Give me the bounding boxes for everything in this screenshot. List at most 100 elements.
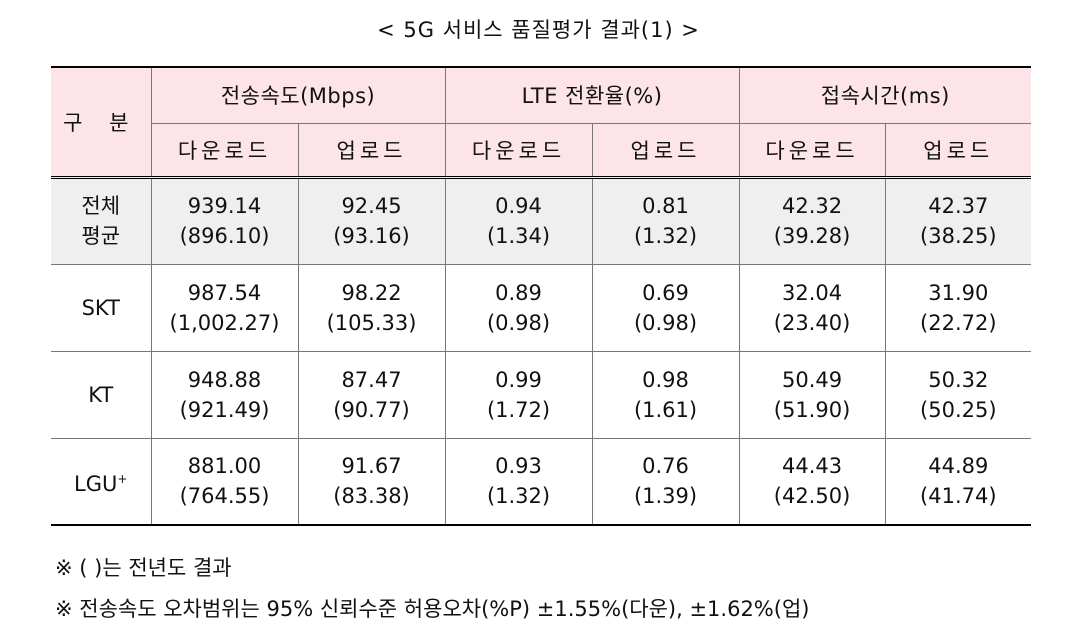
data-cell: 0.76 (1.39) <box>591 437 740 526</box>
average-cell: 0.81 (1.32) <box>591 176 740 265</box>
current-value: 0.94 <box>495 194 542 218</box>
previous-value: (0.98) <box>633 310 698 335</box>
average-label-line2: 평균 <box>81 224 121 248</box>
header-connection-time: 접속시간(ms) <box>738 66 1032 124</box>
previous-value: (1.72) <box>486 397 551 422</box>
current-value: 87.47 <box>341 367 402 392</box>
average-label-line1: 전체 <box>81 194 121 218</box>
header-group-row: 구 분 전송속도(Mbps) LTE 전환율(%) 접속시간(ms) <box>51 66 1032 179</box>
previous-value: (42.50) <box>773 484 851 509</box>
subheader-cell: 다운로드 <box>444 122 593 179</box>
data-cell: 44.89 (41.74) <box>884 437 1032 526</box>
average-cell: 92.45 (93.16) <box>297 176 446 265</box>
data-cell: 87.47 (90.77) <box>297 350 446 439</box>
quality-results-table: 구 분 전송속도(Mbps) LTE 전환율(%) 접속시간(ms) 다운로드 … <box>51 66 1032 526</box>
current-value: 0.89 <box>495 280 542 305</box>
previous-value: (22.72) <box>920 310 997 335</box>
data-cell: 0.69 (0.98) <box>591 263 740 352</box>
data-cell: 0.89 (0.98) <box>444 263 593 352</box>
previous-value: (0.98) <box>486 310 551 335</box>
previous-value: (764.55) <box>179 484 270 509</box>
header-lte-switch-rate: LTE 전환율(%) <box>444 66 740 124</box>
carrier-row-skt: SKT 987.54 (1,002.27) 98.22 (105.33) 0.89 (… <box>51 263 1032 352</box>
previous-value: (39.28) <box>773 224 851 248</box>
carrier-superscript: + <box>117 471 128 486</box>
data-cell: 50.32 (50.25) <box>884 350 1032 439</box>
previous-value: (51.90) <box>773 397 851 422</box>
data-cell: 0.99 (1.72) <box>444 350 593 439</box>
previous-value: (1.61) <box>633 397 698 422</box>
current-value: 0.99 <box>495 367 542 392</box>
carrier-label: LGU+ <box>51 437 152 526</box>
current-value: 50.49 <box>781 367 843 392</box>
data-cell: 91.67 (83.38) <box>297 437 446 526</box>
current-value: 44.43 <box>781 454 843 479</box>
current-value: 987.54 <box>187 280 262 305</box>
current-value: 31.90 <box>928 280 989 305</box>
current-value: 44.89 <box>928 454 989 479</box>
current-value: 32.04 <box>781 280 843 305</box>
previous-value: (38.25) <box>920 224 997 248</box>
previous-value: (93.16) <box>333 224 410 248</box>
previous-value: (83.38) <box>333 484 410 509</box>
current-value: 0.69 <box>642 280 689 305</box>
current-value: 42.32 <box>781 194 843 218</box>
current-value: 98.22 <box>341 280 402 305</box>
carrier-label: SKT <box>51 263 152 352</box>
carrier-label: KT <box>51 350 152 439</box>
previous-value: (921.49) <box>179 397 270 422</box>
subheader-cell: 다운로드 <box>151 122 299 179</box>
average-cell: 42.32 (39.28) <box>738 176 886 265</box>
carrier-row-lgu: LGU+ 881.00 (764.55) 91.67 (83.38) 0.93 (1.… <box>51 437 1032 526</box>
header-sub-row: 다운로드 업로드 다운로드 업로드 다운로드 업로드 <box>51 122 1032 179</box>
footnote-previous-year: ※ ( )는 전년도 결과 <box>55 556 232 580</box>
data-cell: 0.93 (1.32) <box>444 437 593 526</box>
previous-value: (50.25) <box>920 397 997 422</box>
subheader-cell: 업로드 <box>591 122 740 179</box>
current-value: 42.37 <box>928 194 989 218</box>
data-cell: 50.49 (51.90) <box>738 350 886 439</box>
average-cell: 939.14 (896.10) <box>150 176 299 265</box>
page-title: < 5G 서비스 품질평가 결과(1) > <box>377 18 700 42</box>
data-cell: 44.43 (42.50) <box>738 437 886 526</box>
data-cell: 948.88 (921.49) <box>150 350 299 439</box>
data-cell: 32.04 (23.40) <box>738 263 886 352</box>
footnote-error-margin: ※ 전송속도 오차범위는 95% 신뢰수준 허용오차(%P) ±1.55%(다운… <box>55 597 810 621</box>
subheader-cell: 업로드 <box>297 122 446 179</box>
average-cell: 0.94 (1.34) <box>444 176 593 265</box>
row-label-average: 전체 평균 <box>51 176 152 265</box>
previous-value: (896.10) <box>179 224 270 248</box>
corner-header: 구 분 <box>51 66 152 179</box>
previous-value: (23.40) <box>773 310 851 335</box>
previous-value: (1.39) <box>633 484 698 509</box>
current-value: 0.98 <box>642 367 689 392</box>
header-transfer-speed: 전송속도(Mbps) <box>150 66 446 124</box>
data-cell: 0.98 (1.61) <box>591 350 740 439</box>
current-value: 0.93 <box>495 454 542 479</box>
current-value: 881.00 <box>187 454 262 479</box>
current-value: 50.32 <box>928 367 989 392</box>
average-row: 전체 평균 939.14 (896.10) 92.45 (93.16) 0.94 (1… <box>51 176 1032 265</box>
carrier-row-kt: KT 948.88 (921.49) 87.47 (90.77) 0.99 (1.72… <box>51 350 1032 439</box>
current-value: 939.14 <box>187 194 262 218</box>
current-value: 948.88 <box>187 367 262 392</box>
current-value: 0.81 <box>642 194 689 218</box>
previous-value: (41.74) <box>920 484 997 509</box>
previous-value: (105.33) <box>326 310 417 335</box>
subheader-cell: 업로드 <box>884 122 1032 179</box>
previous-value: (1.34) <box>486 224 551 248</box>
subheader-cell: 다운로드 <box>738 122 886 179</box>
current-value: 0.76 <box>642 454 689 479</box>
previous-value: (1,002.27) <box>169 310 280 335</box>
carrier-name: LGU <box>74 471 118 496</box>
average-cell: 42.37 (38.25) <box>884 176 1032 265</box>
data-cell: 31.90 (22.72) <box>884 263 1032 352</box>
previous-value: (1.32) <box>486 484 551 509</box>
current-value: 92.45 <box>341 194 402 218</box>
previous-value: (90.77) <box>333 397 410 422</box>
data-cell: 98.22 (105.33) <box>297 263 446 352</box>
data-cell: 881.00 (764.55) <box>150 437 299 526</box>
current-value: 91.67 <box>341 454 402 479</box>
data-cell: 987.54 (1,002.27) <box>150 263 299 352</box>
previous-value: (1.32) <box>633 224 698 248</box>
